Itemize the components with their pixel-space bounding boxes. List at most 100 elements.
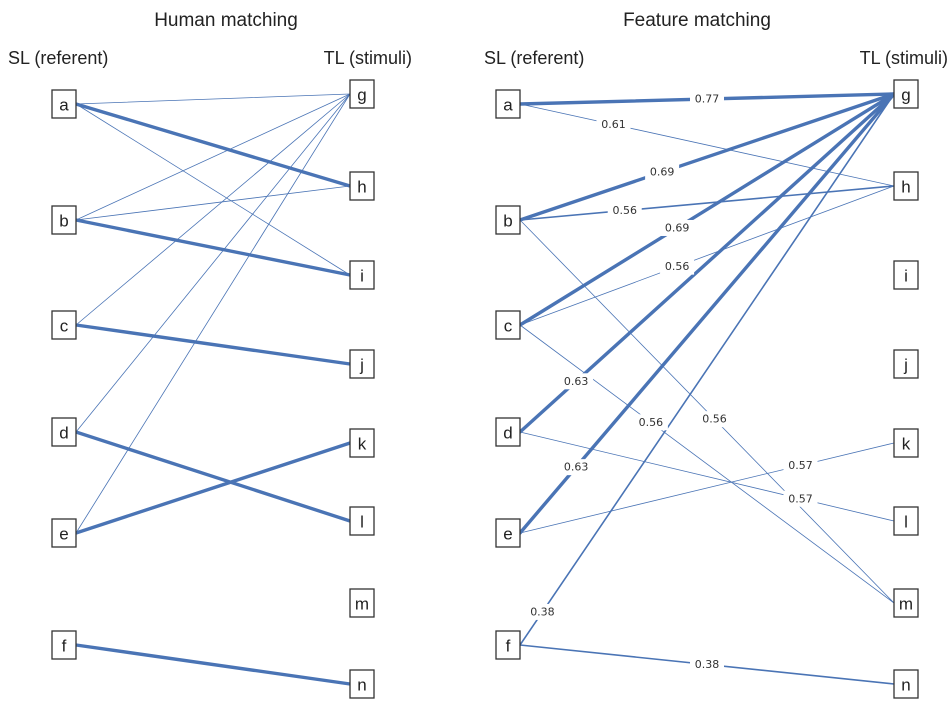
node-box	[51, 417, 77, 447]
target-node-m: m	[349, 588, 375, 618]
edge-weight-label-bg	[690, 656, 724, 673]
node-box	[893, 171, 919, 201]
node-box	[349, 260, 375, 290]
node-box	[349, 588, 375, 618]
edge-b-h	[75, 185, 351, 221]
edge-weight-value: 0.69	[665, 221, 690, 234]
node-box	[349, 349, 375, 379]
node-label: a	[59, 96, 69, 115]
edge-d-l	[519, 431, 895, 522]
node-box	[349, 79, 375, 109]
edge-weight-label: 0.56	[607, 202, 642, 219]
edge-b-i	[74, 218, 352, 277]
source-node-e: e	[495, 518, 521, 548]
target-node-k: k	[349, 428, 375, 458]
node-label: d	[59, 424, 68, 443]
node-label: e	[59, 525, 68, 544]
node-label: c	[60, 317, 69, 336]
node-label: b	[59, 212, 68, 231]
source-node-c: c	[51, 310, 77, 340]
edge-weight-value: 0.38	[530, 605, 555, 618]
node-box	[495, 417, 521, 447]
edge-c-h	[519, 185, 895, 326]
edge-weight-value: 0.56	[665, 260, 690, 273]
edge-weight-label: 0.56	[633, 414, 668, 431]
edge-a-g	[75, 93, 351, 105]
edge-weight-label: 0.57	[783, 457, 818, 474]
node-box	[349, 669, 375, 699]
edge-a-h	[74, 102, 352, 188]
node-box	[893, 260, 919, 290]
source-node-a: a	[495, 89, 521, 119]
node-label: a	[503, 96, 513, 115]
edge-weight-label-bg	[559, 459, 594, 476]
edge-weight-label: 0.56	[697, 411, 732, 428]
panel-title: Human matching	[154, 10, 298, 31]
edge-weight-label: 0.56	[660, 258, 695, 275]
node-label: l	[360, 513, 364, 532]
edge-weight-label: 0.63	[559, 373, 594, 390]
edge-weight-label: 0.77	[690, 91, 724, 107]
source-node-b: b	[495, 205, 521, 235]
edge-weight-value: 0.61	[601, 118, 626, 131]
node-box	[51, 518, 77, 548]
node-box	[51, 89, 77, 119]
node-label: g	[901, 86, 910, 105]
node-label: k	[358, 435, 367, 454]
node-box	[495, 630, 521, 660]
target-node-g: g	[893, 79, 919, 109]
edge-weight-label-bg	[783, 457, 818, 474]
target-node-h: h	[349, 171, 375, 201]
edge-weight-label: 0.69	[660, 219, 695, 236]
edge-weight-label: 0.38	[525, 603, 560, 620]
node-box	[893, 506, 919, 536]
target-node-j: j	[349, 349, 375, 379]
node-label: h	[901, 178, 910, 197]
target-node-l: l	[893, 506, 919, 536]
node-layer: a b c d e f g h i j k l m n	[495, 79, 919, 699]
node-label: e	[503, 525, 512, 544]
weight-label-layer: 0.77 0.61 0.69 0.56 0.56 0.69 0.56 0.56 0.63 0.57…	[525, 91, 818, 673]
node-box	[349, 171, 375, 201]
edge-b-g	[75, 93, 351, 221]
edge-weight-value: 0.63	[564, 375, 589, 388]
source-node-e: e	[51, 518, 77, 548]
source-column-header: SL (referent)	[484, 48, 584, 68]
edge-layer	[74, 93, 352, 686]
node-label: i	[360, 267, 364, 286]
node-box	[51, 630, 77, 660]
node-label: j	[359, 356, 364, 375]
node-label: c	[504, 317, 513, 336]
node-box	[893, 669, 919, 699]
target-node-l: l	[349, 506, 375, 536]
edge-weight-value: 0.57	[788, 492, 813, 505]
edge-weight-label: 0.57	[783, 490, 818, 507]
edge-weight-label-bg	[783, 490, 818, 507]
source-node-b: b	[51, 205, 77, 235]
edge-c-j	[74, 323, 352, 366]
edge-b-g	[518, 92, 896, 222]
panel-title: Feature matching	[623, 10, 771, 31]
edge-weight-label: 0.61	[596, 116, 631, 133]
node-box	[495, 310, 521, 340]
node-label: m	[355, 595, 369, 614]
source-node-d: d	[495, 417, 521, 447]
node-label: f	[62, 637, 67, 656]
edge-weight-label: 0.38	[690, 656, 724, 673]
node-box	[893, 428, 919, 458]
edge-weight-label: 0.69	[645, 164, 680, 181]
node-label: j	[903, 356, 908, 375]
edge-weight-label-bg	[660, 258, 695, 275]
edge-weight-value: 0.57	[788, 459, 813, 472]
target-node-i: i	[893, 260, 919, 290]
edge-f-n	[74, 643, 352, 686]
node-box	[349, 506, 375, 536]
node-label: n	[901, 676, 910, 695]
node-label: b	[503, 212, 512, 231]
target-node-n: n	[349, 669, 375, 699]
target-node-g: g	[349, 79, 375, 109]
target-column-header: TL (stimuli)	[860, 48, 948, 68]
human-matching-panel: Human matching SL (referent) TL (stimuli…	[8, 10, 412, 699]
